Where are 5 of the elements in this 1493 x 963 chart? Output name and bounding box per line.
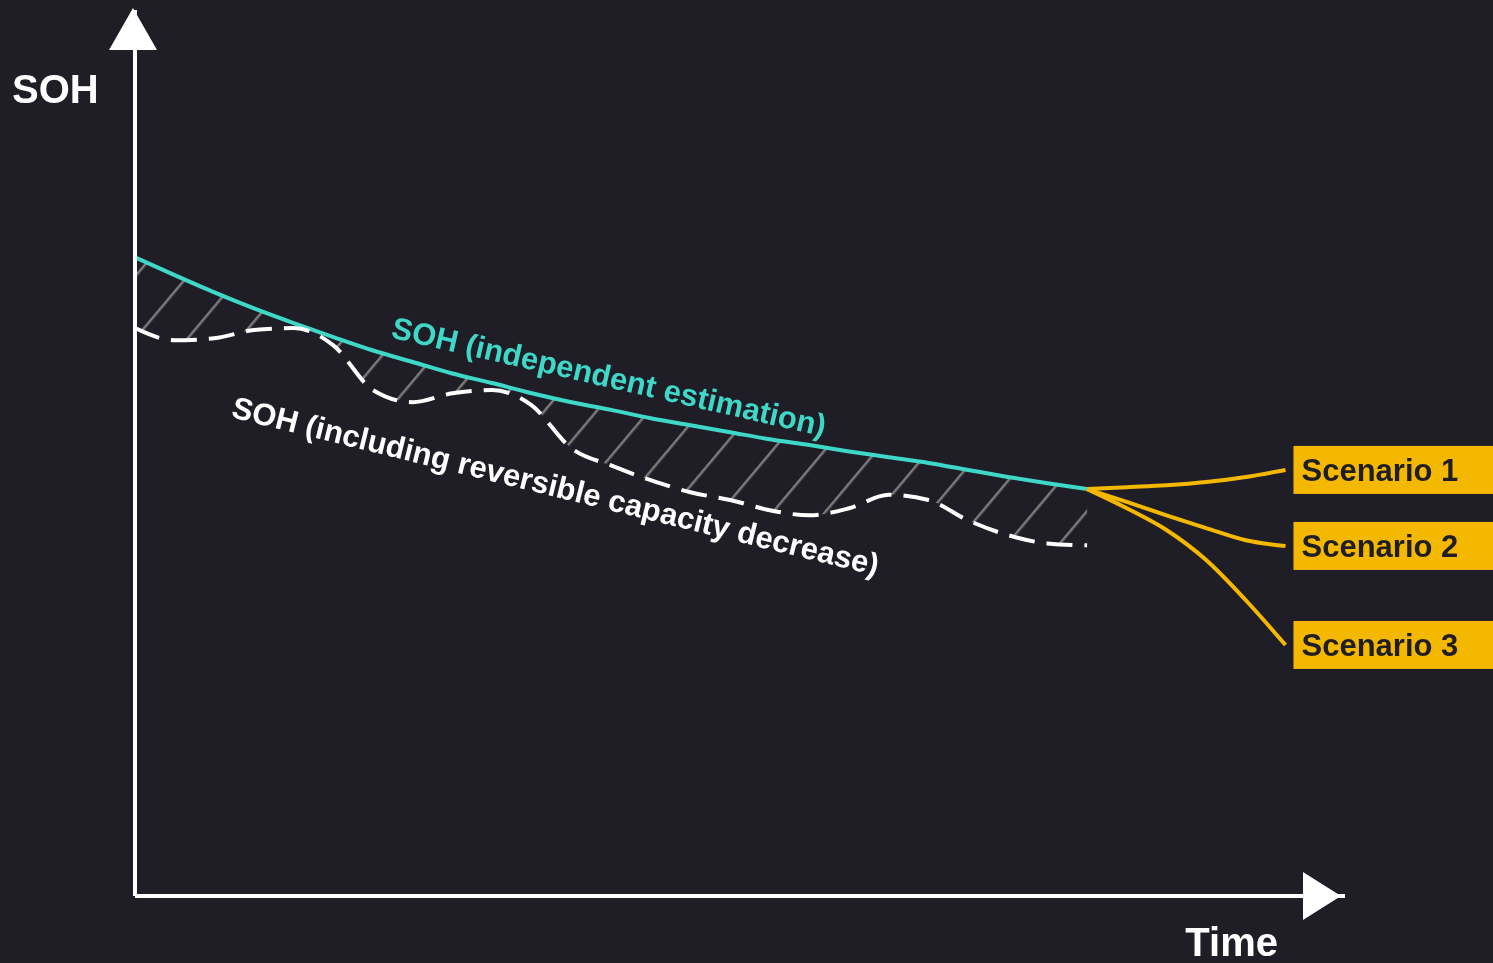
series-label: Scenario 1 <box>1301 452 1459 488</box>
x-axis-title: Time <box>1185 920 1278 963</box>
series-label: Scenario 3 <box>1301 627 1459 663</box>
series-label: Scenario 2 <box>1301 528 1459 564</box>
y-axis-title: SOH <box>12 67 99 111</box>
